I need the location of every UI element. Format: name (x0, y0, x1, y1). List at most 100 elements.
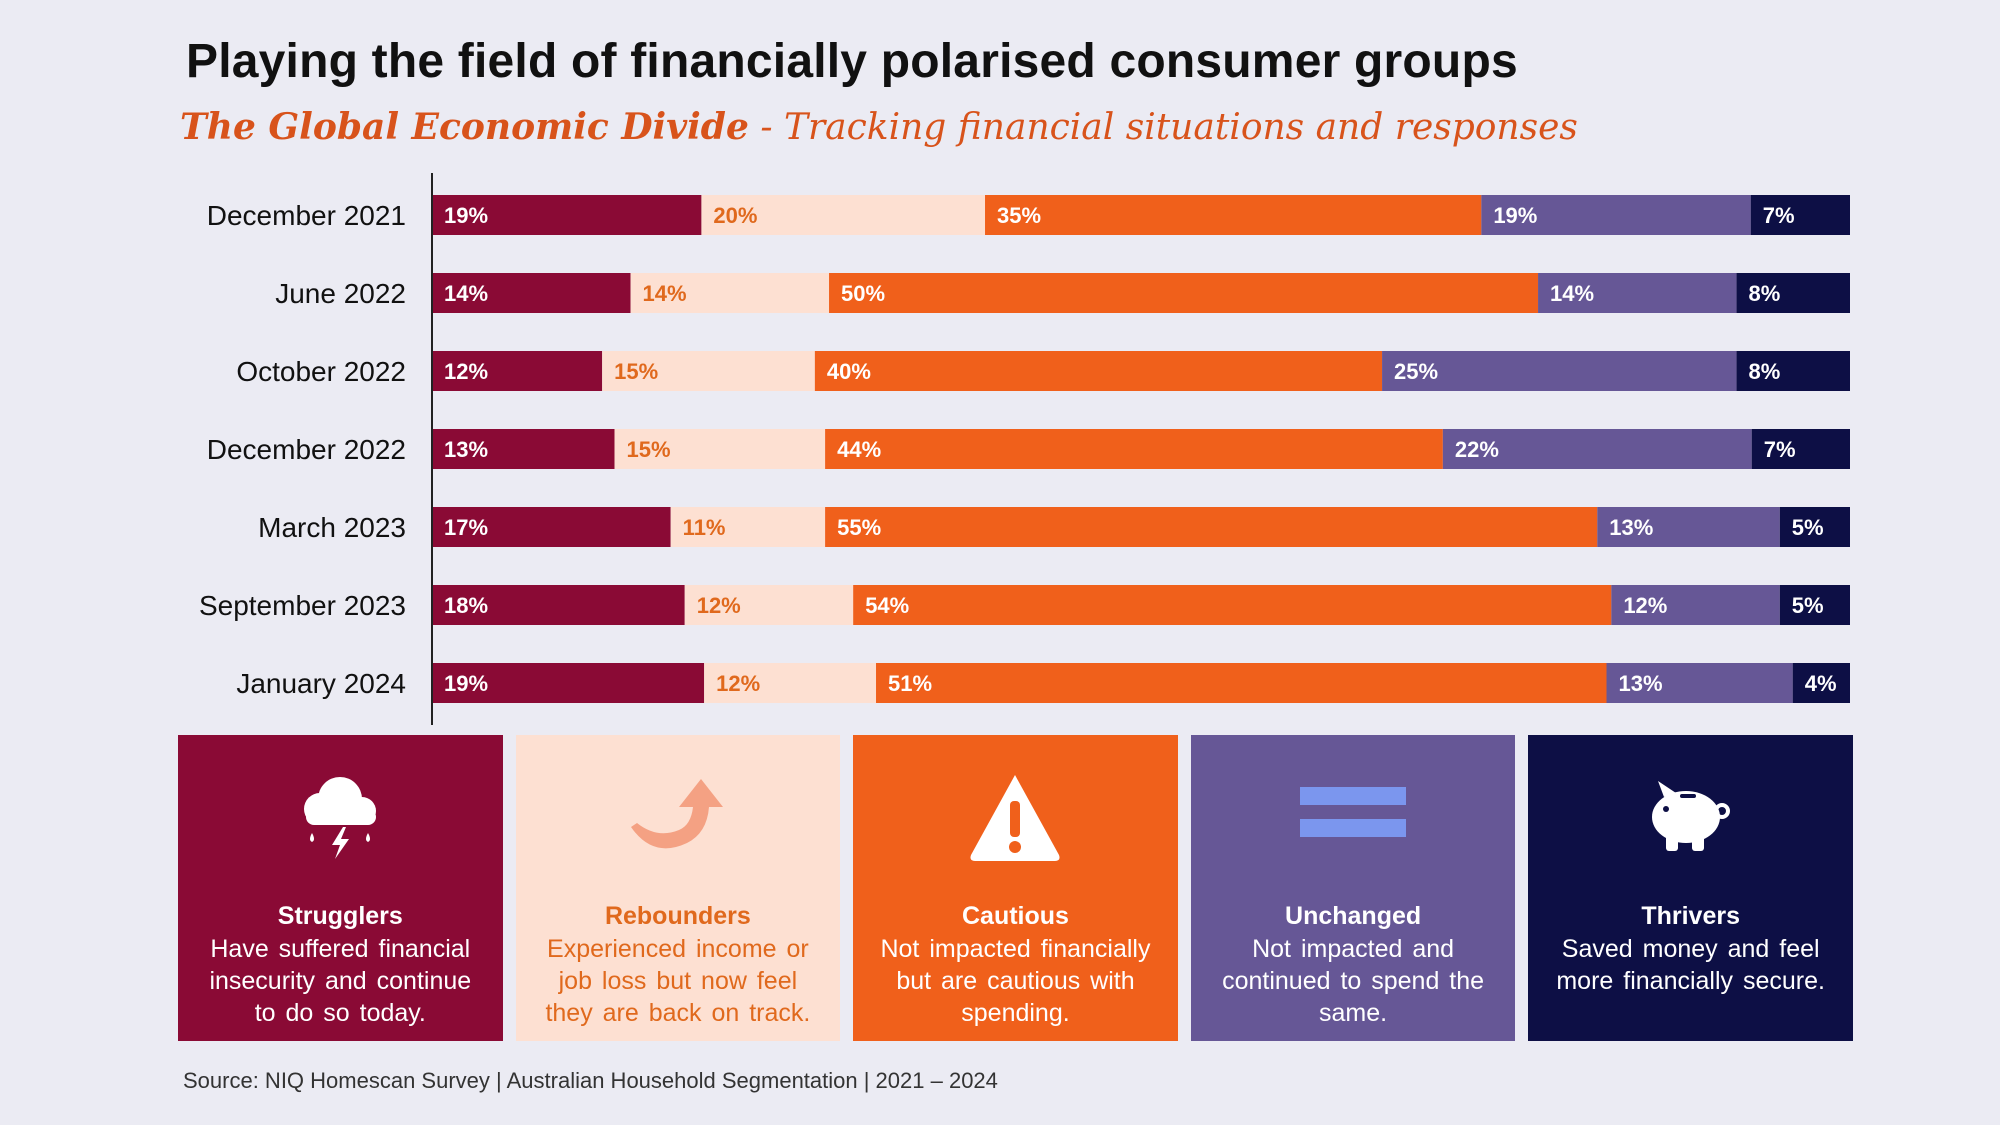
category-label: January 2024 (236, 668, 406, 699)
category-label: September 2023 (199, 590, 406, 621)
segment-description: Not impacted financially but are cautiou… (880, 935, 1151, 1027)
segment-card-unchanged: Unchanged Not impacted and continued to … (1190, 735, 1516, 1041)
data-label: 14% (643, 281, 687, 306)
bar-segment-cautious (825, 429, 1443, 469)
data-label: 14% (1550, 281, 1594, 306)
warning-icon (965, 757, 1065, 877)
bar-segment-rebounders (684, 585, 854, 625)
data-label: 19% (444, 671, 488, 696)
data-label: 15% (627, 437, 671, 462)
data-label: 7% (1764, 437, 1796, 462)
data-label: 7% (1763, 203, 1795, 228)
curved-arrow-up-icon (623, 757, 733, 877)
data-label: 35% (997, 203, 1041, 228)
piggy-bank-icon (1636, 757, 1746, 877)
bar-segment-rebounders (630, 273, 830, 313)
data-label: 12% (716, 671, 760, 696)
bar-segment-unchanged (1597, 507, 1780, 547)
bar-segment-thrivers (1792, 663, 1850, 703)
bar-segment-unchanged (1606, 663, 1793, 703)
subtitle-rest: - Tracking financial situations and resp… (748, 107, 1578, 148)
data-label: 4% (1805, 671, 1837, 696)
bar-segment-cautious (814, 351, 1383, 391)
data-label: 50% (841, 281, 885, 306)
bar-segment-rebounders (704, 663, 877, 703)
bar-segment-thrivers (1736, 273, 1850, 313)
stacked-bar-chart: December 2021 19% 20% 35% 19% 7% June 2022 14% 1… (199, 173, 1850, 725)
segment-description: Have suffered financial insecurity and c… (209, 935, 472, 1027)
equals-icon (1298, 757, 1408, 877)
data-label: 5% (1792, 593, 1824, 618)
bar-segment-unchanged (1442, 429, 1752, 469)
bar-segment-thrivers (1750, 195, 1850, 235)
bar-segment-rebounders (602, 351, 815, 391)
data-label: 18% (444, 593, 488, 618)
bar-segment-unchanged (1611, 585, 1780, 625)
segment-description: Saved money and feel more financially se… (1556, 935, 1825, 995)
data-label: 13% (1609, 515, 1653, 540)
data-label: 14% (444, 281, 488, 306)
data-label: 5% (1792, 515, 1824, 540)
data-label: 51% (888, 671, 932, 696)
data-label: 55% (837, 515, 881, 540)
data-label: 54% (865, 593, 909, 618)
bar-segment-strugglers (432, 273, 631, 313)
bar-segment-cautious (876, 663, 1607, 703)
data-label: 44% (837, 437, 881, 462)
segment-name: Strugglers (277, 902, 403, 930)
bar-segment-rebounders (614, 429, 826, 469)
bar-segment-rebounders (670, 507, 826, 547)
storm-cloud-icon (290, 757, 390, 877)
data-label: 19% (444, 203, 488, 228)
category-label: June 2022 (275, 278, 406, 309)
bar-segment-thrivers (1779, 507, 1850, 547)
bar-segment-strugglers (432, 663, 705, 703)
bar-segment-thrivers (1779, 585, 1850, 625)
segment-card-thrivers: Thrivers Saved money and feel more finan… (1528, 735, 1853, 1041)
bar-segment-strugglers (432, 195, 702, 235)
segment-name: Unchanged (1285, 902, 1422, 930)
data-label: 17% (444, 515, 488, 540)
bar-segment-strugglers (432, 351, 603, 391)
chart-subtitle: The Global Economic Divide - Tracking fi… (180, 106, 1578, 148)
segment-card-rebounders: Rebounders Experienced income or job los… (515, 735, 841, 1041)
bar-segment-thrivers (1751, 429, 1850, 469)
bar-segment-cautious (829, 273, 1539, 313)
chart-title: Playing the field of financially polaris… (186, 35, 1518, 88)
data-label: 11% (683, 515, 726, 540)
category-label: October 2022 (236, 356, 406, 387)
segment-name: Rebounders (604, 902, 751, 930)
bar-segment-unchanged (1538, 273, 1737, 313)
source-note: Source: NIQ Homescan Survey | Australian… (183, 1068, 998, 1093)
data-label: 19% (1493, 203, 1537, 228)
data-label: 15% (614, 359, 658, 384)
segment-name: Cautious (962, 902, 1069, 930)
bar-segment-unchanged (1382, 351, 1737, 391)
data-label: 40% (827, 359, 871, 384)
data-label: 22% (1455, 437, 1499, 462)
data-label: 12% (444, 359, 488, 384)
segment-description: Not impacted and continued to spend the … (1222, 935, 1485, 1027)
subtitle-strong: The Global Economic Divide (180, 106, 749, 148)
bar-segment-cautious (985, 195, 1482, 235)
category-label: December 2021 (207, 200, 406, 231)
data-label: 12% (1623, 593, 1667, 618)
data-label: 13% (444, 437, 488, 462)
segment-legend: Strugglers Have suffered financial insec… (178, 735, 1853, 1041)
data-label: 8% (1749, 281, 1781, 306)
segment-card-cautious: Cautious Not impacted financially but ar… (853, 735, 1178, 1041)
data-label: 13% (1619, 671, 1663, 696)
data-label: 20% (713, 203, 757, 228)
category-label: March 2023 (258, 512, 406, 543)
data-label: 25% (1394, 359, 1438, 384)
bar-segment-cautious (825, 507, 1598, 547)
bar-segment-strugglers (432, 507, 671, 547)
segment-description: Experienced income or job loss but now f… (545, 935, 811, 1027)
bar-segment-cautious (853, 585, 1612, 625)
bar-segment-thrivers (1736, 351, 1850, 391)
bar-segment-unchanged (1481, 195, 1751, 235)
segment-card-strugglers: Strugglers Have suffered financial insec… (178, 735, 503, 1041)
bar-segment-strugglers (432, 585, 685, 625)
bar-segment-rebounders (701, 195, 986, 235)
data-label: 8% (1749, 359, 1781, 384)
